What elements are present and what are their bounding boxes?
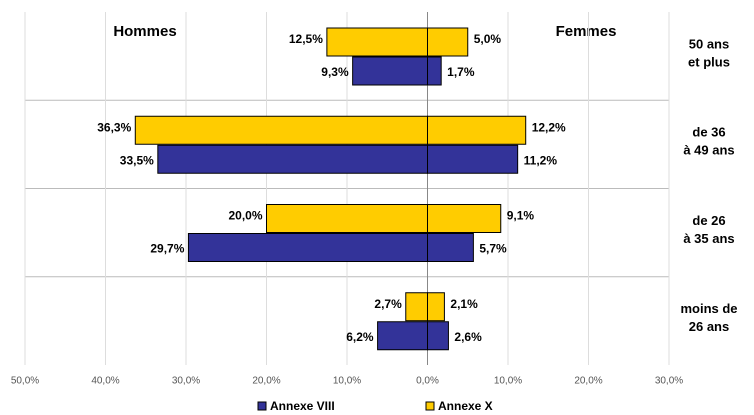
- category-label: et plus: [688, 54, 730, 69]
- legend-label: Annexe VIII: [270, 399, 335, 413]
- bar: [427, 321, 449, 351]
- bar: [405, 292, 429, 322]
- bar: [427, 27, 469, 57]
- left-label: Hommes: [113, 23, 176, 40]
- bar: [352, 56, 429, 86]
- value-label: 1,7%: [447, 65, 475, 79]
- category-label: à 35 ans: [683, 231, 734, 246]
- value-label: 5,0%: [474, 32, 502, 46]
- x-tick-label: 50,0%: [11, 376, 39, 387]
- value-label: 9,1%: [507, 209, 535, 223]
- value-label: 20,0%: [228, 209, 262, 223]
- x-tick-label: 30,0%: [655, 376, 683, 387]
- value-label: 5,7%: [479, 242, 507, 256]
- value-label: 6,2%: [346, 330, 374, 344]
- x-tick-label: 20,0%: [252, 376, 280, 387]
- bar: [134, 115, 428, 145]
- bar: [427, 56, 442, 86]
- bar: [427, 204, 502, 233]
- x-tick-label: 0,0%: [416, 376, 439, 387]
- category-label: à 49 ans: [683, 143, 734, 158]
- category-label: 50 ans: [689, 36, 729, 51]
- category-label: de 36: [692, 125, 725, 140]
- value-label: 12,5%: [289, 32, 323, 46]
- legend-label: Annexe X: [438, 399, 493, 413]
- right-label: Femmes: [556, 23, 617, 40]
- bar: [427, 144, 519, 174]
- category-label: de 26: [692, 213, 725, 228]
- value-label: 2,6%: [454, 330, 482, 344]
- category-label: moins de: [680, 301, 737, 316]
- value-label: 11,2%: [524, 153, 558, 167]
- bar: [377, 321, 428, 351]
- bar: [427, 115, 527, 145]
- legend-swatch: [425, 401, 435, 411]
- legend-swatch: [257, 401, 267, 411]
- bar: [326, 27, 428, 57]
- bar: [427, 292, 445, 322]
- x-tick-label: 40,0%: [91, 376, 119, 387]
- bar: [187, 233, 428, 262]
- x-tick-label: 10,0%: [333, 376, 361, 387]
- bar: [157, 144, 428, 174]
- value-label: 2,1%: [450, 297, 478, 311]
- value-label: 36,3%: [97, 120, 131, 134]
- value-label: 9,3%: [321, 65, 349, 79]
- value-label: 2,7%: [374, 297, 402, 311]
- x-tick-label: 20,0%: [574, 376, 602, 387]
- bar: [427, 233, 474, 262]
- category-label: 26 ans: [689, 319, 729, 334]
- value-label: 29,7%: [150, 242, 184, 256]
- x-tick-label: 30,0%: [172, 376, 200, 387]
- value-label: 12,2%: [532, 120, 566, 134]
- x-tick-label: 10,0%: [494, 376, 522, 387]
- bar: [266, 204, 428, 233]
- value-label: 33,5%: [120, 153, 154, 167]
